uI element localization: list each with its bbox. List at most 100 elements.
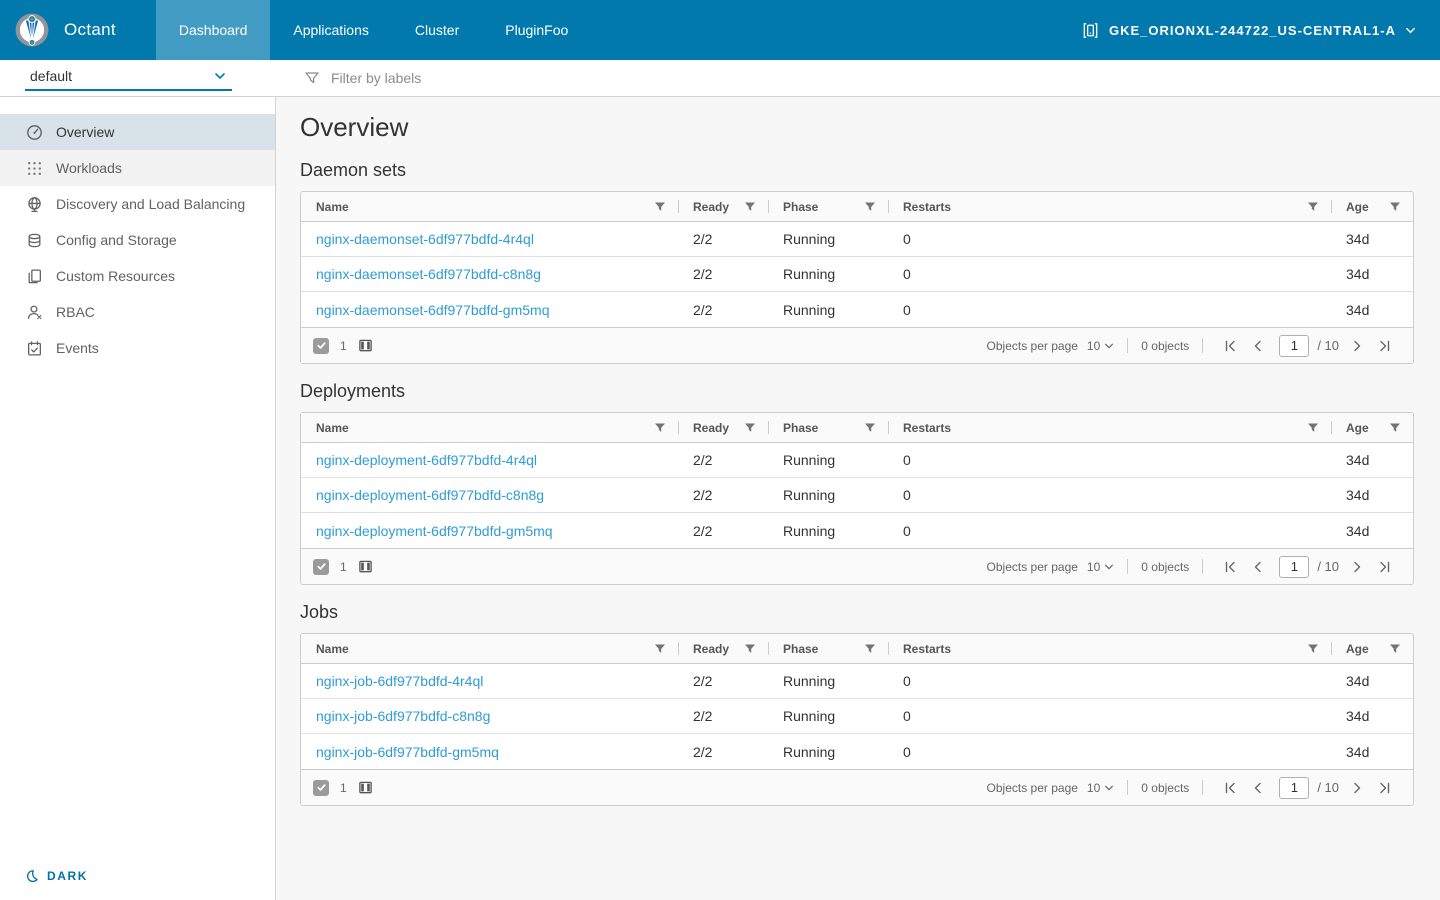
table-row[interactable]: nginx-daemonset-6df977bdfd-4r4ql 2/2 Runni… bbox=[301, 222, 1413, 257]
select-all-checkbox[interactable] bbox=[313, 779, 329, 796]
filter-column-icon[interactable] bbox=[864, 422, 876, 434]
nav-tab-pluginfoo[interactable]: PluginFoo bbox=[482, 0, 591, 60]
first-page-button[interactable] bbox=[1216, 560, 1244, 574]
resource-link[interactable]: nginx-job-6df977bdfd-4r4ql bbox=[316, 673, 484, 689]
column-header-restarts[interactable]: Restarts bbox=[888, 634, 1331, 663]
resource-link[interactable]: nginx-deployment-6df977bdfd-c8n8g bbox=[316, 487, 545, 503]
cell-restarts: 0 bbox=[888, 292, 1331, 327]
filter-column-icon[interactable] bbox=[864, 643, 876, 655]
first-page-button[interactable] bbox=[1216, 339, 1244, 353]
nav-tab-cluster[interactable]: Cluster bbox=[392, 0, 482, 60]
column-header-ready[interactable]: Ready bbox=[678, 413, 768, 442]
table-row[interactable]: nginx-daemonset-6df977bdfd-gm5mq 2/2 Runni… bbox=[301, 292, 1413, 327]
namespace-select[interactable]: default bbox=[25, 65, 232, 91]
column-header-phase[interactable]: Phase bbox=[768, 413, 888, 442]
column-picker-icon[interactable] bbox=[358, 338, 373, 353]
table-row[interactable]: nginx-deployment-6df977bdfd-gm5mq 2/2 Runn… bbox=[301, 513, 1413, 548]
cell-value: 0 bbox=[903, 487, 911, 503]
column-header-age[interactable]: Age bbox=[1331, 192, 1413, 221]
first-page-button[interactable] bbox=[1216, 781, 1244, 795]
filter-column-icon[interactable] bbox=[864, 201, 876, 213]
table-row[interactable]: nginx-deployment-6df977bdfd-c8n8g 2/2 Runn… bbox=[301, 478, 1413, 513]
filter-column-icon[interactable] bbox=[654, 201, 666, 213]
column-header-ready[interactable]: Ready bbox=[678, 192, 768, 221]
cell-value: 2/2 bbox=[693, 743, 713, 760]
column-header-phase[interactable]: Phase bbox=[768, 192, 888, 221]
filter-column-icon[interactable] bbox=[744, 201, 756, 213]
resource-link[interactable]: nginx-daemonset-6df977bdfd-4r4ql bbox=[316, 231, 534, 247]
resource-link[interactable]: nginx-deployment-6df977bdfd-gm5mq bbox=[316, 522, 553, 539]
page-input[interactable] bbox=[1279, 776, 1310, 799]
filter-column-icon[interactable] bbox=[1307, 422, 1319, 434]
nav-tab-dashboard[interactable]: Dashboard bbox=[155, 0, 271, 60]
table-row[interactable]: nginx-deployment-6df977bdfd-4r4ql 2/2 Runn… bbox=[301, 443, 1413, 478]
select-all-checkbox[interactable] bbox=[313, 337, 329, 354]
filter-column-icon[interactable] bbox=[654, 422, 666, 434]
label-filter-placeholder: Filter by labels bbox=[331, 70, 422, 86]
filter-column-icon[interactable] bbox=[1389, 201, 1401, 213]
column-header-restarts[interactable]: Restarts bbox=[888, 413, 1331, 442]
filter-column-icon[interactable] bbox=[744, 422, 756, 434]
column-header-phase[interactable]: Phase bbox=[768, 634, 888, 663]
dark-mode-toggle[interactable]: DARK bbox=[25, 869, 88, 883]
page-input[interactable] bbox=[1279, 334, 1310, 357]
column-header-ready[interactable]: Ready bbox=[678, 634, 768, 663]
cell-phase: Running bbox=[768, 664, 888, 698]
cell-age: 34d bbox=[1331, 664, 1413, 698]
table-row[interactable]: nginx-job-6df977bdfd-c8n8g 2/2 Running 0 34d bbox=[301, 699, 1413, 734]
filter-column-icon[interactable] bbox=[654, 643, 666, 655]
next-page-button[interactable] bbox=[1343, 339, 1371, 353]
check-icon bbox=[316, 563, 326, 570]
sidebar-item-discovery-and-load-balancing[interactable]: Discovery and Load Balancing bbox=[0, 186, 275, 222]
column-header-age[interactable]: Age bbox=[1331, 413, 1413, 442]
objects-per-page-select[interactable]: 10 bbox=[1087, 781, 1114, 795]
sidebar-item-rbac[interactable]: RBAC bbox=[0, 294, 275, 330]
last-page-button[interactable] bbox=[1371, 560, 1399, 574]
filter-column-icon[interactable] bbox=[744, 643, 756, 655]
next-page-button[interactable] bbox=[1343, 560, 1371, 574]
prev-page-button[interactable] bbox=[1244, 781, 1272, 795]
objects-per-page-select[interactable]: 10 bbox=[1087, 560, 1114, 574]
filter-column-icon[interactable] bbox=[1307, 643, 1319, 655]
column-header-name[interactable]: Name bbox=[301, 413, 678, 442]
column-header-age[interactable]: Age bbox=[1331, 634, 1413, 663]
cell-value: Running bbox=[783, 708, 836, 724]
resource-link[interactable]: nginx-daemonset-6df977bdfd-gm5mq bbox=[316, 301, 550, 318]
nav-tab-applications[interactable]: Applications bbox=[270, 0, 392, 60]
objects-per-page-select[interactable]: 10 bbox=[1087, 339, 1114, 353]
cell-value: 0 bbox=[903, 708, 911, 724]
cell-phase: Running bbox=[768, 513, 888, 548]
sidebar-item-config-and-storage[interactable]: Config and Storage bbox=[0, 222, 275, 258]
sidebar-item-workloads[interactable]: Workloads bbox=[0, 150, 275, 186]
column-header-name[interactable]: Name bbox=[301, 192, 678, 221]
filter-column-icon[interactable] bbox=[1389, 643, 1401, 655]
sidebar-item-custom-resources[interactable]: Custom Resources bbox=[0, 258, 275, 294]
prev-page-button[interactable] bbox=[1244, 560, 1272, 574]
table-row[interactable]: nginx-job-6df977bdfd-gm5mq 2/2 Running 0 34d bbox=[301, 734, 1413, 769]
prev-page-button[interactable] bbox=[1244, 339, 1272, 353]
label-filter-input[interactable]: Filter by labels bbox=[276, 60, 1440, 96]
column-header-name[interactable]: Name bbox=[301, 634, 678, 663]
cell-value: Running bbox=[783, 452, 836, 468]
column-header-restarts[interactable]: Restarts bbox=[888, 192, 1331, 221]
table-row[interactable]: nginx-job-6df977bdfd-4r4ql 2/2 Running 0 34d bbox=[301, 664, 1413, 699]
cluster-context-selector[interactable]: GKE_ORIONXL-244722_US-CENTRAL1-A bbox=[1081, 0, 1440, 60]
last-page-button[interactable] bbox=[1371, 339, 1399, 353]
resource-link[interactable]: nginx-job-6df977bdfd-gm5mq bbox=[316, 743, 499, 760]
next-page-button[interactable] bbox=[1343, 781, 1371, 795]
column-picker-icon[interactable] bbox=[358, 559, 373, 574]
resource-link[interactable]: nginx-job-6df977bdfd-c8n8g bbox=[316, 708, 491, 724]
column-header-label: Age bbox=[1346, 420, 1369, 435]
resource-link[interactable]: nginx-daemonset-6df977bdfd-c8n8g bbox=[316, 266, 541, 282]
table-row[interactable]: nginx-daemonset-6df977bdfd-c8n8g 2/2 Runni… bbox=[301, 257, 1413, 292]
resource-link[interactable]: nginx-deployment-6df977bdfd-4r4ql bbox=[316, 452, 538, 468]
cell-restarts: 0 bbox=[888, 257, 1331, 291]
sidebar-item-overview[interactable]: Overview bbox=[0, 114, 275, 150]
last-page-button[interactable] bbox=[1371, 781, 1399, 795]
column-picker-icon[interactable] bbox=[358, 780, 373, 795]
page-input[interactable] bbox=[1279, 555, 1310, 578]
select-all-checkbox[interactable] bbox=[313, 558, 329, 575]
filter-column-icon[interactable] bbox=[1307, 201, 1319, 213]
filter-column-icon[interactable] bbox=[1389, 422, 1401, 434]
sidebar-item-events[interactable]: Events bbox=[0, 330, 275, 366]
